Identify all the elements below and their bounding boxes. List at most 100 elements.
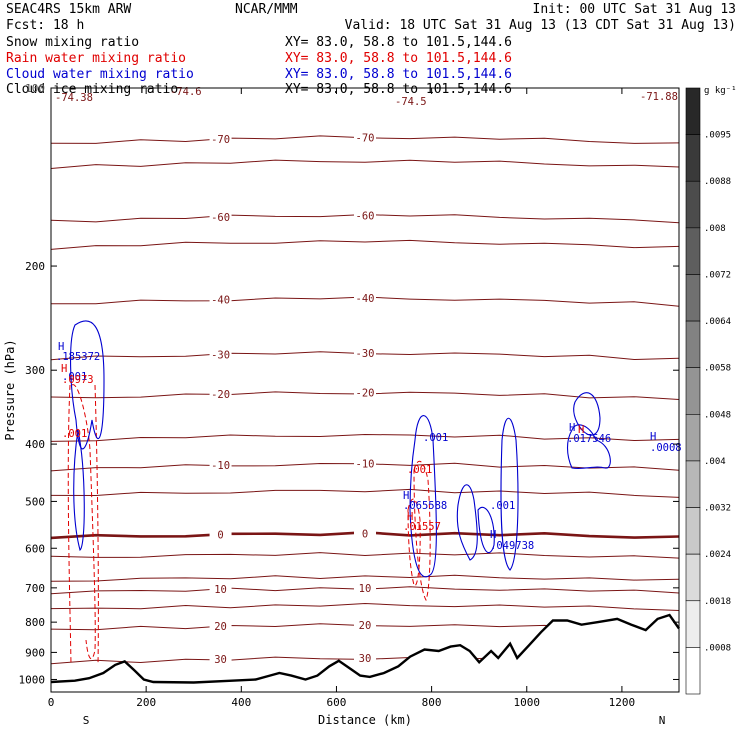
y-tick-label-300: 300 [25, 364, 45, 377]
y-tick-label-1000: 1000 [19, 673, 46, 686]
isotherm-label-bg [209, 132, 232, 146]
x-end-label-north: N [659, 714, 666, 727]
colorbar-segment-3 [685, 227, 701, 275]
plot-frame [50, 87, 680, 693]
isotherm-label-8-1: -10 [356, 459, 375, 471]
isotherm-label-bg [354, 582, 376, 596]
cloudwater-max-marker-4: H [569, 422, 575, 434]
rain-label-2: .001 [407, 464, 432, 476]
x-tick-label-800: 800 [422, 696, 442, 709]
extreme-temp-label-0: -74.38 [55, 92, 93, 104]
header-init: Init: 00 UTC Sat 31 Aug 13 [533, 2, 737, 17]
isotherm-7 [50, 433, 680, 442]
isotherm-label-15-1: 20 [359, 620, 372, 632]
isotherm-9 [50, 488, 680, 498]
colorbar-segment-7 [685, 414, 701, 462]
field-cloudice-xy: XY= 83.0, 58.8 to 101.5,144.6 [285, 82, 512, 97]
terrain-line [50, 613, 680, 684]
colorbar-label-0: .0095 [704, 131, 731, 141]
cloudwater-max-marker-5: H [650, 431, 656, 443]
rain-label-0: .0973 [62, 374, 94, 386]
isotherm-label-bg [354, 457, 376, 471]
cloudwater-label-east-001: .001 [423, 432, 448, 444]
x-end-label-south: S [83, 714, 90, 727]
cloudwater-contour-west-2 [73, 429, 85, 551]
isotherm-label-5-1: -30 [356, 348, 375, 360]
colorbar-segment-1 [685, 134, 701, 182]
isotherm-3 [50, 239, 680, 250]
colorbar-segment-8 [685, 460, 701, 508]
isotherm-label-6-0: -20 [211, 389, 230, 401]
plot-area: -70 -70-60 -60-40 -40-30 -30-20 -20-10 -100 010… [3, 82, 682, 727]
colorbar-segment-9 [685, 507, 701, 555]
isotherm-label-16-1: 30 [359, 653, 372, 665]
cloudwater-contour-west [70, 320, 105, 450]
isotherm-label-bg [209, 620, 232, 634]
rain-max-marker-east: H [407, 511, 413, 523]
colorbar-label-8: .0032 [704, 504, 731, 514]
isotherm-12 [50, 574, 680, 582]
isotherm-label-bg [354, 527, 376, 541]
isotherm-label-bg [354, 619, 376, 633]
isotherm-label-bg [354, 131, 376, 145]
header-fcst: Fcst: 18 h [6, 18, 84, 33]
isotherm-label-5-0: -30 [211, 349, 230, 361]
field-cloudwater-xy: XY= 83.0, 58.8 to 101.5,144.6 [285, 67, 512, 82]
isotherm-label-bg [209, 210, 232, 224]
colorbar: .0095 .0088 .008 .0072 .0064 .0058 .0048 .004 .0… [685, 86, 737, 695]
y-tick-label-400: 400 [25, 438, 45, 451]
colorbar-label-10: .0018 [704, 597, 731, 607]
cloudwater-label-3: .049738 [490, 540, 534, 552]
cloudwater-max-marker-0: H [58, 341, 64, 353]
isotherm-14 [50, 602, 680, 611]
cloudwater-max-marker-2: H [403, 490, 409, 502]
isotherm-label-13-0: 10 [214, 584, 227, 596]
colorbar-unit: g kg⁻¹ [704, 86, 737, 96]
colorbar-label-11: .0008 [704, 643, 731, 653]
isotherm-label-0-0: -70 [211, 134, 230, 146]
colorbar-label-7: .004 [704, 457, 726, 467]
cloudwater-label-2: .065588 [403, 500, 447, 512]
colorbar-segment-2 [685, 180, 701, 229]
isotherm-label-15-0: 20 [214, 621, 227, 633]
colorbar-segment-10 [685, 553, 701, 602]
rain-max-marker-northeast: H [578, 424, 584, 436]
cloudwater-max-marker-3: H [490, 529, 496, 541]
field-snow-xy: XY= 83.0, 58.8 to 101.5,144.6 [285, 35, 512, 50]
isotherm-label-bg [209, 388, 232, 402]
isotherm-label-4-1: -40 [356, 293, 375, 305]
isotherm-label-13-1: 10 [359, 583, 372, 595]
rain-label-1: .001 [62, 428, 87, 440]
x-tick-label-400: 400 [231, 696, 251, 709]
isotherm-label-2-0: -60 [211, 212, 230, 224]
colorbar-label-6: .0048 [704, 410, 731, 420]
y-tick-label-700: 700 [25, 582, 45, 595]
isotherm-label-bg [209, 293, 232, 307]
isotherm-label-4-0: -40 [211, 295, 230, 307]
colorbar-segment-4 [685, 274, 701, 322]
extreme-temp-label-2: -74.5 [395, 96, 427, 108]
isotherm-label-2-1: -60 [356, 210, 375, 222]
isotherm-label-bg [209, 459, 232, 473]
x-axis-label: Distance (km) [318, 713, 412, 727]
y-tick-label-100: 100 [25, 82, 45, 95]
terrain-fill [51, 615, 679, 692]
isotherm-label-bg [354, 209, 376, 223]
isotherm-label-10-1: 0 [362, 528, 368, 540]
field-rain-xy: XY= 83.0, 58.8 to 101.5,144.6 [285, 51, 512, 66]
y-axis-label: Pressure (hPa) [3, 339, 17, 440]
cloudwater-contour-east-2 [456, 484, 478, 561]
isotherm-label-bg [209, 528, 232, 542]
colorbar-segment-0 [685, 87, 701, 135]
colorbar-label-2: .008 [704, 224, 726, 234]
isotherm-label-16-0: 30 [214, 654, 227, 666]
isotherm-label-bg [354, 292, 376, 306]
header-org: NCAR/MMM [235, 2, 298, 17]
rain-label-3: .01557 [403, 521, 441, 533]
isotherm-label-bg [354, 386, 376, 400]
extreme-temp-label-3: -71.88 [640, 91, 678, 103]
cloudwater-label-0: .185372 [56, 351, 100, 363]
x-tick-label-200: 200 [136, 696, 156, 709]
cloudwater-contour-east-1 [409, 415, 437, 578]
